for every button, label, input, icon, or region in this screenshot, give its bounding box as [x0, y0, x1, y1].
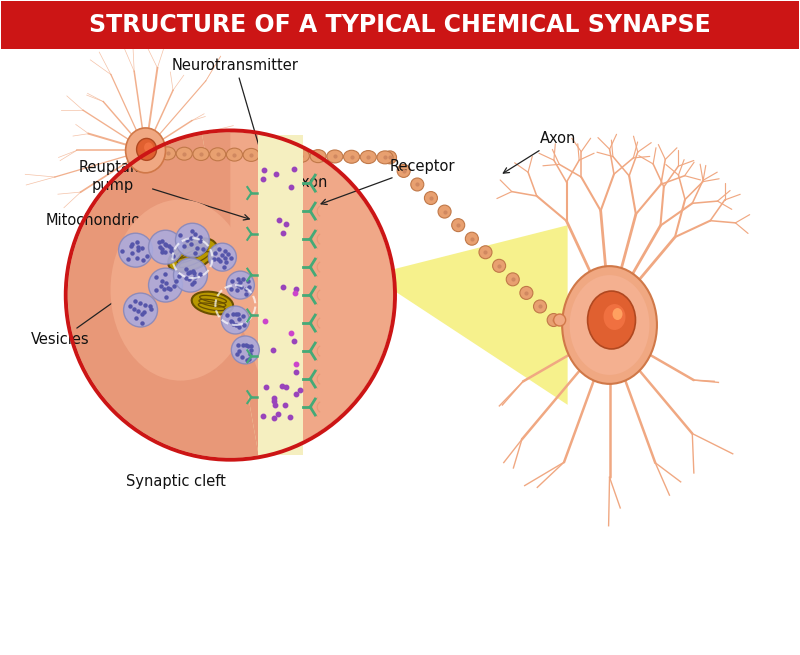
Text: Reuptake
pump: Reuptake pump — [78, 160, 250, 220]
Circle shape — [222, 306, 250, 334]
Text: Axon: Axon — [503, 132, 576, 173]
FancyBboxPatch shape — [1, 1, 799, 48]
Circle shape — [66, 130, 395, 460]
Wedge shape — [68, 135, 258, 458]
Ellipse shape — [587, 291, 635, 349]
Circle shape — [118, 233, 153, 267]
Ellipse shape — [310, 149, 326, 162]
Ellipse shape — [326, 150, 343, 163]
Ellipse shape — [603, 304, 626, 330]
Ellipse shape — [176, 147, 192, 160]
Ellipse shape — [360, 151, 376, 164]
Ellipse shape — [383, 151, 397, 164]
Text: Axon: Axon — [283, 160, 328, 191]
Text: Neurotransmitter: Neurotransmitter — [172, 58, 298, 191]
Ellipse shape — [192, 291, 233, 314]
Ellipse shape — [159, 147, 175, 160]
Ellipse shape — [260, 149, 276, 162]
Ellipse shape — [226, 148, 242, 161]
Ellipse shape — [506, 273, 519, 286]
Text: Mitochondrion: Mitochondrion — [46, 213, 194, 256]
Circle shape — [124, 293, 158, 327]
Ellipse shape — [438, 205, 451, 218]
Ellipse shape — [554, 314, 566, 326]
Wedge shape — [202, 132, 393, 455]
Ellipse shape — [479, 246, 492, 259]
Ellipse shape — [425, 191, 438, 204]
Ellipse shape — [547, 314, 560, 326]
Ellipse shape — [410, 178, 424, 191]
Ellipse shape — [562, 266, 657, 384]
Circle shape — [209, 243, 236, 271]
Ellipse shape — [613, 308, 622, 320]
Ellipse shape — [397, 164, 410, 178]
Ellipse shape — [210, 148, 226, 160]
Ellipse shape — [534, 300, 546, 313]
Wedge shape — [230, 132, 393, 448]
Text: Receptor: Receptor — [321, 159, 455, 204]
Ellipse shape — [493, 259, 506, 272]
Ellipse shape — [137, 138, 157, 160]
Circle shape — [149, 230, 182, 264]
Polygon shape — [370, 225, 568, 405]
Circle shape — [226, 271, 254, 299]
Ellipse shape — [110, 200, 250, 381]
Ellipse shape — [243, 149, 259, 161]
Text: Synaptic cleft: Synaptic cleft — [126, 474, 226, 489]
Polygon shape — [258, 136, 303, 455]
Circle shape — [149, 268, 182, 302]
Text: STRUCTURE OF A TYPICAL CHEMICAL SYNAPSE: STRUCTURE OF A TYPICAL CHEMICAL SYNAPSE — [89, 12, 711, 37]
Ellipse shape — [193, 147, 209, 160]
Ellipse shape — [277, 149, 293, 162]
Ellipse shape — [294, 149, 310, 162]
Text: Vesicles: Vesicles — [31, 280, 145, 347]
Ellipse shape — [520, 286, 533, 299]
Ellipse shape — [452, 219, 465, 232]
Circle shape — [175, 223, 210, 257]
Circle shape — [231, 336, 259, 364]
Ellipse shape — [466, 233, 478, 245]
Ellipse shape — [93, 157, 298, 413]
Ellipse shape — [570, 275, 650, 375]
Ellipse shape — [343, 150, 360, 163]
Ellipse shape — [168, 238, 217, 272]
Ellipse shape — [144, 142, 153, 153]
Ellipse shape — [377, 151, 393, 164]
Circle shape — [174, 258, 207, 292]
Ellipse shape — [126, 128, 166, 173]
